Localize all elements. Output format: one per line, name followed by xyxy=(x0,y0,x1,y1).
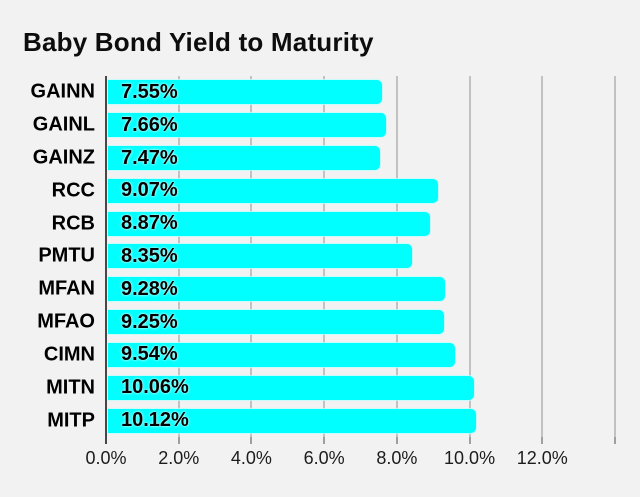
gridline xyxy=(468,76,471,437)
x-tick-mark xyxy=(541,437,544,444)
x-axis-tick-label: 4.0% xyxy=(230,448,272,468)
bar-value-label: 10.06% xyxy=(121,376,189,399)
bar: 8.35% xyxy=(108,244,412,269)
bar: 10.06% xyxy=(108,375,474,400)
bar-value-label: 9.54% xyxy=(121,343,178,366)
y-axis-label: RCC xyxy=(51,179,95,202)
chart-title: Baby Bond Yield to Maturity xyxy=(23,27,374,57)
x-tick-mark xyxy=(468,437,471,444)
bar-row: MFAN 9.28% xyxy=(38,277,615,302)
bar-row: RCC 9.07% xyxy=(52,178,615,203)
x-tick-mark xyxy=(323,437,326,444)
x-tick-mark xyxy=(177,437,180,444)
bar: 10.12% xyxy=(108,408,476,433)
x-axis-tick-label: 6.0% xyxy=(303,448,345,468)
x-axis-tick-label: 2.0% xyxy=(158,448,200,468)
y-axis-label: CIMN xyxy=(43,343,95,366)
bar-row: PMTU 8.35% xyxy=(38,244,615,269)
bar-value-label: 8.87% xyxy=(121,212,178,235)
plot-area: GAINN 7.55% GAINL 7.66% GAINZ 7.47% RCC 9.07% RC… xyxy=(31,76,616,468)
bar-value-label: 7.47% xyxy=(121,146,178,169)
x-tick-mark xyxy=(395,437,398,444)
gridline xyxy=(614,76,616,437)
bar-row: MITP 10.12% xyxy=(47,408,615,433)
bar-value-label: 8.35% xyxy=(121,244,178,267)
bar-row: GAINZ 7.47% xyxy=(33,146,615,171)
bar-rows: GAINN 7.55% GAINL 7.66% GAINZ 7.47% RCC 9.07% RC… xyxy=(31,76,615,437)
x-axis-tick-label: 12.0% xyxy=(516,448,568,468)
bar-value-label: 9.25% xyxy=(121,310,178,333)
y-axis-label: GAINN xyxy=(30,80,95,103)
y-axis-label: RCB xyxy=(51,212,95,235)
x-axis-tick-label: 8.0% xyxy=(376,448,418,468)
bar: 7.66% xyxy=(108,113,387,138)
bar: 9.07% xyxy=(108,178,438,203)
bar: 9.54% xyxy=(108,342,455,367)
bar-row: RCB 8.87% xyxy=(52,211,615,236)
bar: 8.87% xyxy=(108,211,431,236)
bar: 7.55% xyxy=(108,80,383,105)
bar-value-label: 7.55% xyxy=(121,80,178,103)
y-axis-label: PMTU xyxy=(38,244,95,267)
y-axis-label: GAINZ xyxy=(32,146,95,169)
y-axis-label: MFAN xyxy=(38,277,95,300)
bar-row: MITN 10.06% xyxy=(46,375,615,400)
y-axis-line xyxy=(105,76,107,444)
bar-value-label: 9.07% xyxy=(121,179,178,202)
bar-row: CIMN 9.54% xyxy=(44,342,615,367)
x-tick-mark xyxy=(614,437,616,444)
x-tick-mark xyxy=(250,437,253,444)
y-axis-label: GAINL xyxy=(32,113,95,136)
bar-value-label: 9.28% xyxy=(121,277,178,300)
bar: 9.25% xyxy=(108,310,445,335)
bar-row: MFAO 9.25% xyxy=(37,310,615,335)
bar-row: GAINL 7.66% xyxy=(33,113,615,138)
bar: 7.47% xyxy=(108,146,380,171)
bar-row: GAINN 7.55% xyxy=(31,80,615,105)
y-axis-label: MFAO xyxy=(37,310,95,333)
bar-value-label: 7.66% xyxy=(121,113,178,136)
bar: 9.28% xyxy=(108,277,446,302)
bar-value-label: 10.12% xyxy=(121,409,189,432)
x-axis-tick-label: 0.0% xyxy=(85,448,127,468)
gridline xyxy=(541,76,544,437)
x-axis-tick-label: 10.0% xyxy=(444,448,496,468)
y-axis-label: MITN xyxy=(46,376,95,399)
y-axis-label: MITP xyxy=(47,409,95,432)
